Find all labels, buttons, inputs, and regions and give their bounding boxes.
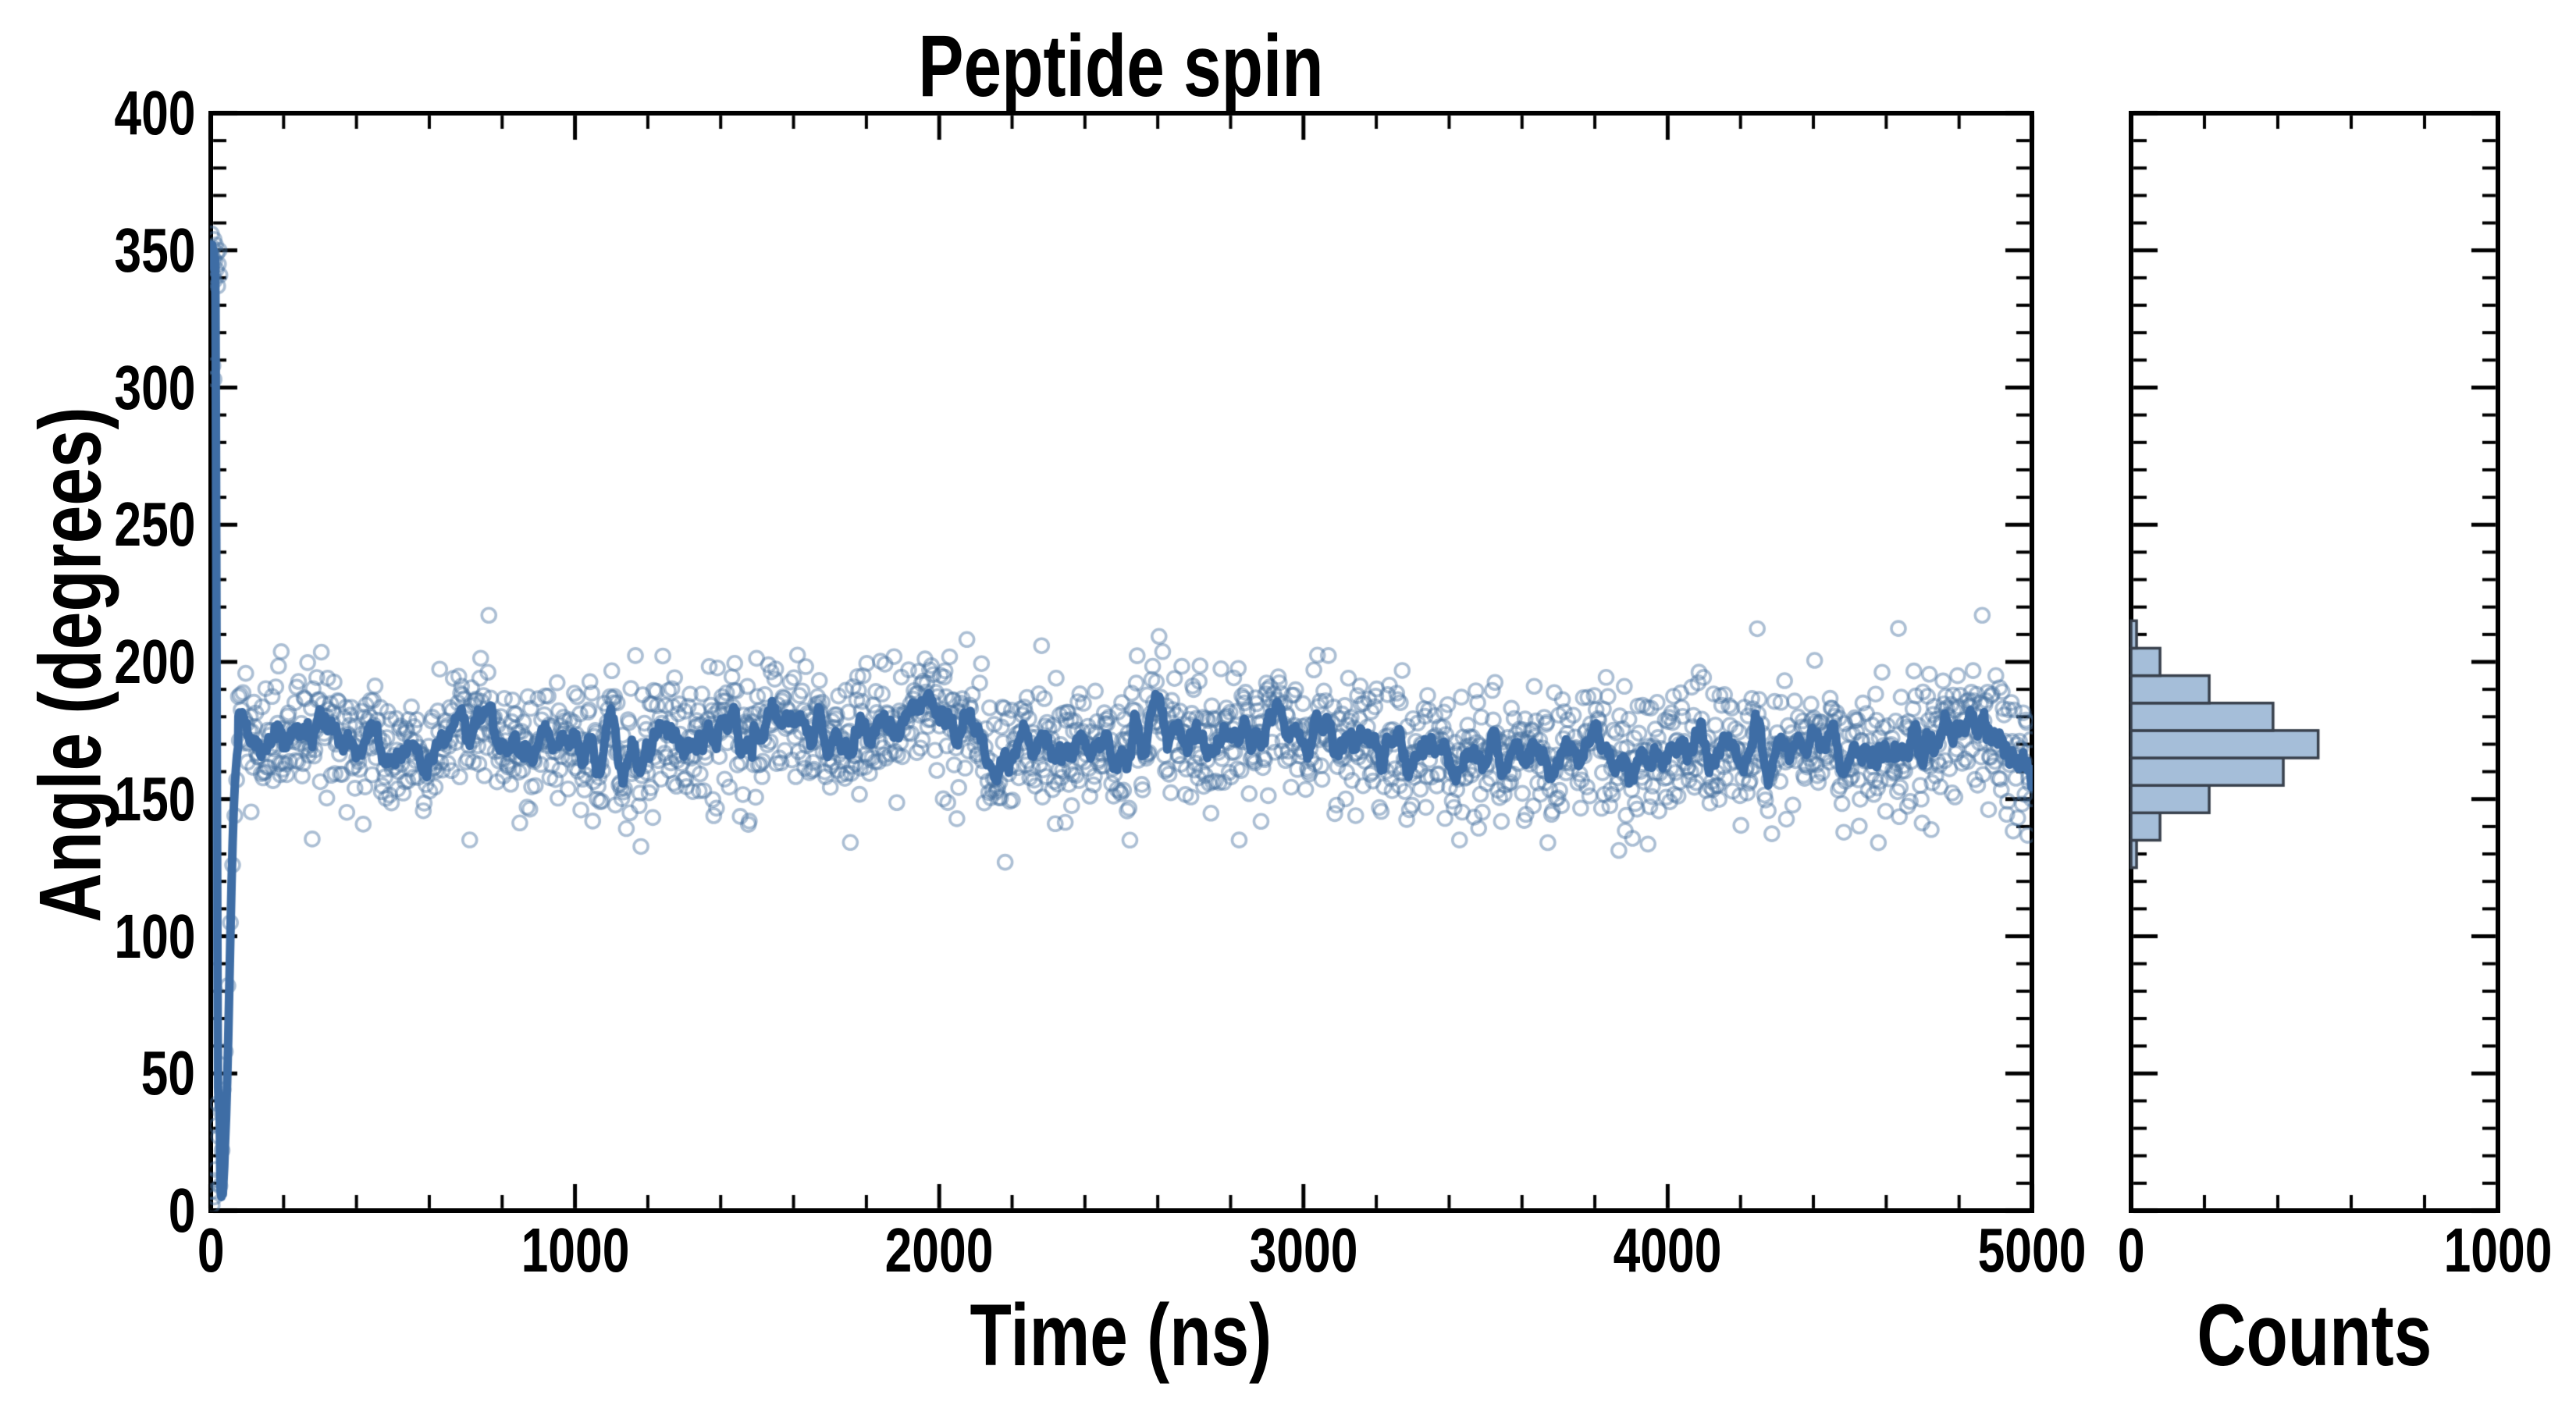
- y-tick-label-text: 50: [141, 1038, 195, 1108]
- x-tick-label: 0: [55, 1218, 367, 1283]
- y-tick-label: 350: [23, 215, 195, 285]
- x-tick-label: 1000: [419, 1218, 731, 1283]
- y-tick-label-text: 200: [113, 627, 195, 696]
- y-tick-label: 250: [23, 492, 195, 557]
- x-axis-label-time: Time (ns): [653, 1289, 1589, 1382]
- y-tick-label: 300: [23, 352, 195, 422]
- x-axis-label-counts: Counts: [1846, 1289, 2576, 1382]
- hist-x-tick-label: 1000: [2342, 1218, 2576, 1283]
- hist-x-tick-label-text: 1000: [2443, 1215, 2553, 1285]
- x-tick-label-text: 0: [197, 1215, 225, 1285]
- y-tick-label-text: 350: [113, 215, 195, 285]
- x-tick-label-text: 4000: [1613, 1215, 1722, 1285]
- x-tick-label: 5000: [1876, 1218, 2188, 1283]
- y-tick-label-text: 100: [113, 901, 195, 971]
- x-tick-label-text: 1000: [521, 1215, 630, 1285]
- x-axis-label-counts-text: Counts: [2197, 1286, 2432, 1384]
- x-tick-label-text: 2000: [884, 1215, 994, 1285]
- y-tick-label-text: 400: [113, 78, 195, 148]
- x-tick-label-text: 5000: [1977, 1215, 2087, 1285]
- x-tick-label: 4000: [1511, 1218, 1823, 1283]
- y-tick-label: 400: [23, 80, 195, 146]
- x-tick-label: 2000: [783, 1218, 1095, 1283]
- y-axis-label: Angle (degrees): [16, 116, 125, 1213]
- y-tick-label: 200: [23, 629, 195, 695]
- hist-x-tick-label: 0: [1975, 1218, 2287, 1283]
- y-tick-label-text: 0: [168, 1176, 195, 1245]
- hist-x-tick-label-text: 0: [2117, 1215, 2145, 1285]
- y-tick-label-text: 150: [113, 763, 195, 834]
- y-tick-label-text: 300: [113, 352, 195, 422]
- x-axis-label-time-text: Time (ns): [970, 1286, 1272, 1384]
- y-tick-label: 0: [23, 1178, 195, 1243]
- y-axis-label-text: Angle (degrees): [21, 406, 119, 923]
- y-tick-label: 150: [23, 763, 195, 834]
- y-tick-label: 50: [23, 1040, 195, 1106]
- x-tick-label: 3000: [1147, 1218, 1460, 1283]
- y-tick-label: 100: [23, 901, 195, 971]
- x-tick-label-text: 3000: [1249, 1215, 1358, 1285]
- y-tick-label-text: 250: [113, 489, 195, 560]
